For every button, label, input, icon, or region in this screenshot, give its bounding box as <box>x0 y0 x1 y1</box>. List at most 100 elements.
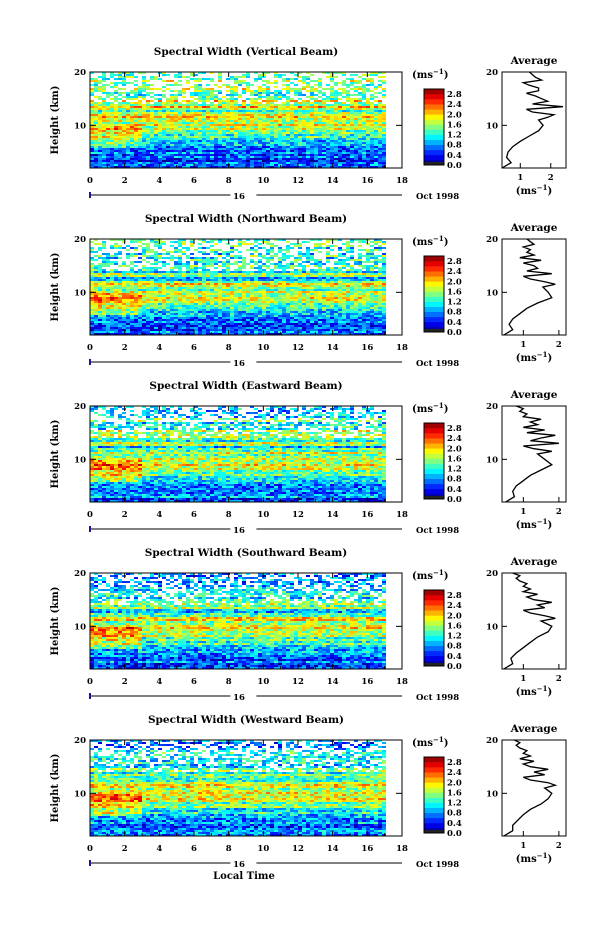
panel-title: Spectral Width (Eastward Beam) <box>149 380 342 392</box>
colorbar-step <box>424 291 444 297</box>
profile-line <box>503 238 556 336</box>
profile-x-tick-label: 2 <box>556 507 562 517</box>
y-tick-label: 20 <box>74 68 86 78</box>
average-profile: Average 20 10 1 2 (ms−1) <box>486 556 567 698</box>
colorbar-tick-label: 0.4 <box>447 151 462 161</box>
x-tick-label: 0 <box>87 510 93 520</box>
colorbar-tick-label: 2.4 <box>447 768 462 778</box>
x-tick-label: 12 <box>292 510 304 520</box>
colorbar-step <box>424 276 444 282</box>
profile-unit-close: ) <box>547 520 552 531</box>
profile-x-tick-label: 1 <box>517 173 523 183</box>
x-tick-label: 8 <box>226 844 232 854</box>
date-label: Oct 1998 <box>416 192 459 202</box>
colorbar-step <box>424 296 444 302</box>
colorbar-tick-label: 0.0 <box>447 495 462 505</box>
profile-title: Average <box>510 389 558 401</box>
colorbar-step <box>424 306 444 313</box>
x-tick-label: 14 <box>327 176 339 186</box>
unit-exponent: −1 <box>433 735 444 744</box>
profile-unit-exponent: −1 <box>537 350 548 359</box>
profile-title: Average <box>510 556 558 568</box>
profile-unit-base: (ms <box>516 353 537 364</box>
colorbar-step <box>424 802 444 808</box>
profile-unit-base: (ms <box>516 854 537 865</box>
colorbar-step <box>424 767 444 773</box>
day-label-bg <box>230 190 257 200</box>
date-label: Oct 1998 <box>416 526 459 536</box>
x-axis: 0 2 4 6 8 10 12 14 16 18 <box>87 740 408 854</box>
colorbar-tick-label: 1.2 <box>447 298 462 308</box>
colorbar-tick-label: 1.6 <box>447 287 462 297</box>
panel-2: Spectral Width (Northward Beam)0 2 4 6 8 10 12… <box>50 213 567 369</box>
colorbar-frame <box>423 88 445 166</box>
x-tick-label: 8 <box>226 176 232 186</box>
profile-x-tick-label: 2 <box>556 674 562 684</box>
profile-x-label: (ms−1) <box>516 183 552 197</box>
colorbar-step <box>424 640 444 647</box>
x-tick-label: 10 <box>257 510 269 520</box>
colorbar-step <box>424 600 444 606</box>
x-tick-label: 0 <box>87 844 93 854</box>
date-label: Oct 1998 <box>416 359 459 369</box>
x-tick-label: 14 <box>327 343 339 353</box>
colorbar-step <box>424 615 444 621</box>
x-tick-label: 10 <box>257 844 269 854</box>
profile-y-tick-label: 10 <box>486 121 498 131</box>
heatmap-cells <box>90 239 386 335</box>
unit-close: ) <box>444 571 449 582</box>
colorbar-tick-label: 2.8 <box>447 424 462 434</box>
profile-unit-base: (ms <box>516 687 537 698</box>
x-tick-label: 12 <box>292 343 304 353</box>
colorbar-step <box>424 595 444 601</box>
profile-title: Average <box>510 55 558 67</box>
colorbar: (ms−1) 2.82.42.01.61.20.80.40.0 <box>412 234 462 338</box>
unit-exponent: −1 <box>433 234 444 243</box>
x-tick-label: 6 <box>191 677 197 687</box>
colorbar-step <box>424 620 444 626</box>
x-axis-label: Local Time <box>213 871 275 882</box>
profile-unit-close: ) <box>547 687 552 698</box>
x-tick-label: 6 <box>191 176 197 186</box>
date-label: Oct 1998 <box>416 693 459 703</box>
x-axis: 0 2 4 6 8 10 12 14 16 18 <box>87 72 408 186</box>
y-axis-label: Height (km) <box>50 587 61 656</box>
colorbar-step <box>424 812 444 819</box>
y-tick-label: 10 <box>74 622 86 632</box>
colorbar-unit: (ms−1) <box>412 401 448 415</box>
x-tick-label: 10 <box>257 677 269 687</box>
average-profile: Average 20 10 1 2 (ms−1) <box>486 723 567 865</box>
colorbar-step <box>424 154 444 161</box>
unit-base: (ms <box>412 571 433 582</box>
colorbar-tick-label: 0.4 <box>447 485 462 495</box>
colorbar-step <box>424 792 444 798</box>
colorbar-tick-label: 2.0 <box>447 778 462 788</box>
day-marker: 16 Oct 1998 <box>89 691 459 703</box>
colorbar-step <box>424 448 444 454</box>
colorbar-tick-label: 2.8 <box>447 591 462 601</box>
colorbar: (ms−1) 2.82.42.01.61.20.80.40.0 <box>412 568 462 672</box>
x-tick-label: 14 <box>327 677 339 687</box>
profile-unit-close: ) <box>547 353 552 364</box>
colorbar-tick-label: 1.2 <box>447 632 462 642</box>
x-tick-label: 12 <box>292 677 304 687</box>
unit-close: ) <box>444 404 449 415</box>
x-tick-label: 4 <box>156 176 162 186</box>
colorbar-step <box>424 645 444 652</box>
x-tick-label: 16 <box>361 343 373 353</box>
unit-close: ) <box>444 237 449 248</box>
y-tick-label: 20 <box>74 402 86 412</box>
colorbar-tick-label: 0.8 <box>447 141 462 151</box>
x-tick-label: 14 <box>327 510 339 520</box>
x-tick-label: 16 <box>361 176 373 186</box>
colorbar-step <box>424 124 444 130</box>
colorbar-step <box>424 488 444 495</box>
colorbar-tick-label: 1.2 <box>447 131 462 141</box>
day-label: 16 <box>233 693 245 703</box>
unit-base: (ms <box>412 738 433 749</box>
heatmap-cells <box>90 72 386 168</box>
colorbar-unit: (ms−1) <box>412 735 448 749</box>
profile-line <box>503 739 558 837</box>
colorbar-step <box>424 650 444 657</box>
